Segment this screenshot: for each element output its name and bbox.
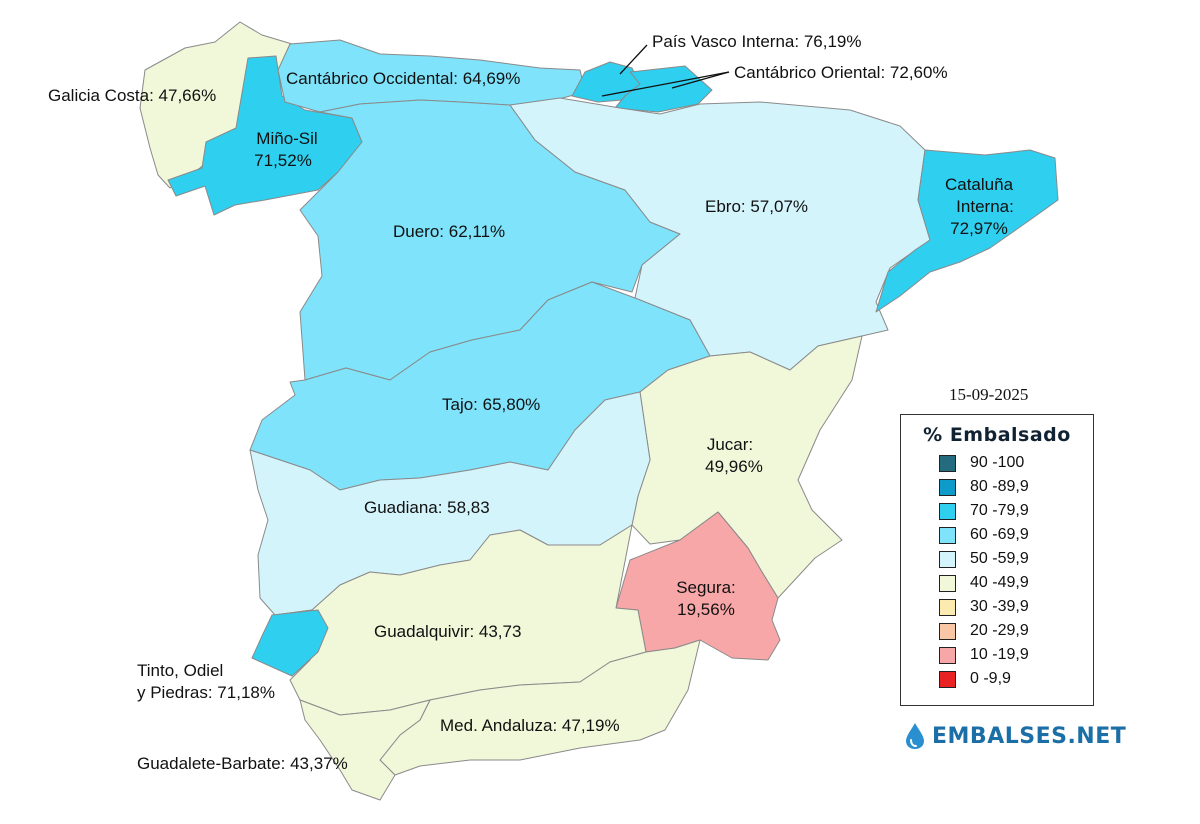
label-segura-name: Segura: xyxy=(676,578,736,597)
legend-swatch xyxy=(939,478,956,496)
label-cataluna-line1: Cataluña xyxy=(945,175,1014,194)
leader-pais-vasco xyxy=(619,44,648,75)
label-segura-value: 19,56% xyxy=(677,600,735,619)
label-mino-sil-name: Miño-Sil xyxy=(256,129,317,148)
basin-cataluna-interna xyxy=(875,149,1059,313)
legend-label: 10 -19,9 xyxy=(970,646,1029,663)
water-drop-icon xyxy=(906,723,924,749)
legend-label: 80 -89,9 xyxy=(970,478,1029,495)
basin-guadalete-barbate xyxy=(299,699,431,801)
label-med-andaluza: Med. Andaluza: 47,19% xyxy=(440,716,620,735)
legend-swatch xyxy=(939,550,956,568)
label-cataluna-line2: Interna: xyxy=(956,197,1014,216)
legend: % Embalsado 90 -100 80 -89,9 70 -79,9 60… xyxy=(900,414,1094,706)
legend-swatch xyxy=(939,502,956,520)
leader-cantabrico-oriental-1 xyxy=(601,71,730,97)
legend-item: 50 -59,9 xyxy=(939,549,1029,569)
basin-segura xyxy=(615,511,781,661)
label-cataluna-value: 72,97% xyxy=(950,219,1008,238)
label-ebro: Ebro: 57,07% xyxy=(705,197,808,216)
legend-item: 40 -49,9 xyxy=(939,573,1029,593)
label-jucar-name: Jucar: xyxy=(707,435,753,454)
legend-item: 30 -39,9 xyxy=(939,597,1029,617)
basin-tinto-odiel-piedras xyxy=(251,609,329,677)
label-tinto-line2: y Piedras: 71,18% xyxy=(137,683,275,702)
label-tajo: Tajo: 65,80% xyxy=(442,395,540,414)
label-pais-vasco-interna: País Vasco Interna: 76,19% xyxy=(652,32,861,51)
legend-swatch xyxy=(939,526,956,544)
basin-ebro xyxy=(509,97,931,371)
label-cantabrico-oriental: Cantábrico Oriental: 72,60% xyxy=(734,63,948,82)
legend-item: 60 -69,9 xyxy=(939,525,1029,545)
legend-item: 70 -79,9 xyxy=(939,501,1029,521)
legend-item: 0 -9,9 xyxy=(939,669,1011,689)
basin-cantabrico-oriental xyxy=(614,65,713,113)
legend-swatch xyxy=(939,646,956,664)
label-mino-sil-value: 71,52% xyxy=(254,151,312,170)
brand-name: EMBALSES.NET xyxy=(932,723,1127,749)
legend-label: 20 -29,9 xyxy=(970,622,1029,639)
legend-label: 70 -79,9 xyxy=(970,502,1029,519)
legend-swatch xyxy=(939,574,956,592)
label-tinto-line1: Tinto, Odiel xyxy=(137,661,223,680)
legend-swatch xyxy=(939,622,956,640)
legend-swatch xyxy=(939,598,956,616)
legend-label: 0 -9,9 xyxy=(970,670,1011,687)
brand-logo: EMBALSES.NET xyxy=(904,722,1126,750)
legend-swatch xyxy=(939,454,956,472)
legend-label: 40 -49,9 xyxy=(970,574,1029,591)
legend-item: 90 -100 xyxy=(939,453,1024,473)
map-date: 15-09-2025 xyxy=(949,385,1029,404)
label-jucar-value: 49,96% xyxy=(705,457,763,476)
legend-label: 60 -69,9 xyxy=(970,526,1029,543)
leader-cantabrico-oriental-2 xyxy=(671,71,730,89)
label-guadalquivir: Guadalquivir: 43,73 xyxy=(374,622,521,641)
legend-title: % Embalsado xyxy=(923,424,1071,446)
label-duero: Duero: 62,11% xyxy=(393,222,505,241)
legend-swatch xyxy=(939,670,956,688)
label-guadiana: Guadiana: 58,83 xyxy=(364,498,490,517)
legend-label: 30 -39,9 xyxy=(970,598,1029,615)
legend-item: 10 -19,9 xyxy=(939,645,1029,665)
basin-mino-sil xyxy=(167,55,363,216)
legend-label: 90 -100 xyxy=(970,454,1025,471)
label-galicia-costa: Galicia Costa: 47,66% xyxy=(48,86,216,105)
label-guadalete-barbate: Guadalete-Barbate: 43,37% xyxy=(137,754,348,773)
legend-item: 80 -89,9 xyxy=(939,477,1029,497)
legend-item: 20 -29,9 xyxy=(939,621,1029,641)
legend-label: 50 -59,9 xyxy=(970,550,1029,567)
label-cantabrico-occidental: Cantábrico Occidental: 64,69% xyxy=(286,69,520,88)
